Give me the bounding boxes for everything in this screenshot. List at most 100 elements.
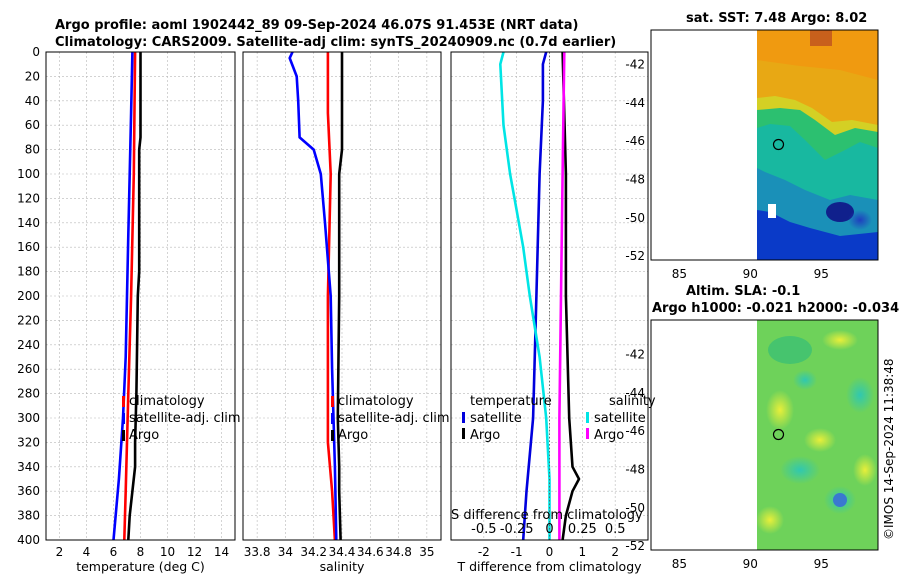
legend-swatch [331, 430, 334, 441]
depth-tick: 280 [17, 387, 40, 401]
depth-tick: 240 [17, 338, 40, 352]
depth-tick: 220 [17, 313, 40, 327]
legend-s-argo: Argo [594, 428, 624, 443]
depth-tick: 160 [17, 240, 40, 254]
difference-panel-series-t-argo [561, 51, 581, 541]
sla-argo-marker [772, 428, 785, 441]
sla-map-frame [650, 319, 879, 551]
depth-tick: 360 [17, 484, 40, 498]
temperature-panel: 2 4 6 8 10 12 14020406080100120140160180200220… [17, 45, 241, 574]
title-line-2: Climatology: CARS2009. Satellite-adj cli… [55, 35, 616, 50]
depth-tick: 0 [32, 45, 40, 59]
temperature-panel-xtick: 4 [83, 545, 91, 559]
difference-panel-frame [450, 51, 649, 541]
depth-tick: 100 [17, 167, 40, 181]
top-axis-label: S difference from climatology [451, 508, 643, 523]
temperature-panel-xtick: 8 [137, 545, 145, 559]
sst-map-xtick: 90 [743, 267, 758, 281]
sla-field [757, 320, 878, 550]
top-tick: 0 [545, 522, 553, 537]
difference-panel-series-s-argo [558, 51, 566, 540]
salinity-panel-series-argo [336, 52, 344, 541]
depth-tick: 400 [17, 533, 40, 547]
temperature-panel-legend-item: satellite-adj. clim [129, 411, 241, 426]
depth-tick: 20 [25, 69, 40, 83]
temperature-panel-frame [45, 51, 236, 541]
temperature-panel-series-argo [127, 52, 142, 541]
sla-map-ytick: -46 [625, 424, 645, 438]
salinity-panel-xtick: 34.6 [357, 545, 384, 559]
sla-map-xtick: 85 [672, 557, 687, 571]
sla-map-ytick: -48 [625, 463, 645, 477]
sst-map-xtick: 85 [672, 267, 687, 281]
salinity-panel-legend-item: Argo [338, 428, 368, 443]
difference-panel-series-t-satellite [521, 51, 548, 541]
legend-swatch [331, 396, 334, 407]
difference-panel-xtick: -2 [478, 545, 490, 559]
legend-t-satellite: satellite [470, 411, 522, 426]
sst-argo-marker [772, 138, 785, 151]
top-tick: -0.25 [500, 522, 534, 537]
temperature-panel-legend-item: climatology [129, 394, 205, 409]
depth-tick: 40 [25, 94, 40, 108]
title-line-1: Argo profile: aoml 1902442_89 09-Sep-202… [55, 18, 579, 33]
temperature-panel-series-satellite-adj-clim [112, 51, 134, 541]
sst-map-ytick: -44 [625, 96, 645, 110]
sst-map-ytick: -48 [625, 173, 645, 187]
depth-tick: 200 [17, 289, 40, 303]
legend-swatch [331, 413, 334, 424]
sla-map-title-2: Argo h1000: -0.021 h2000: -0.034 [652, 301, 899, 316]
imos-credit: ©IMOS 14-Sep-2024 11:38:48 [882, 358, 896, 540]
sst-map-ytick: -50 [625, 211, 645, 225]
sla-map-title-1: Altim. SLA: -0.1 [686, 284, 800, 299]
temperature-panel-xtick: 6 [110, 545, 118, 559]
temperature-panel-legend-item: Argo [129, 428, 159, 443]
difference-panel-xtick: 0 [546, 545, 554, 559]
temperature-panel-series-climatology [123, 51, 137, 541]
legend-salinity-title: salinity [609, 394, 656, 409]
salinity-panel-xtick: 34.2 [300, 545, 327, 559]
salinity-panel-xtick: 33.8 [244, 545, 271, 559]
sst-field [757, 30, 878, 260]
top-tick: 0.5 [605, 522, 626, 537]
salinity-panel-legend-item: satellite-adj. clim [338, 411, 450, 426]
legend-swatch [462, 412, 465, 423]
salinity-panel-xtick: 34.8 [385, 545, 412, 559]
sst-map-ytick: -42 [625, 58, 645, 72]
difference-panel-series-s-satellite [498, 51, 551, 540]
legend-temperature-title: temperature [470, 394, 552, 409]
top-tick: -0.5 [471, 522, 496, 537]
sla-map-xtick: 95 [814, 557, 829, 571]
legend-swatch [122, 413, 125, 424]
depth-tick: 320 [17, 435, 40, 449]
depth-tick: 300 [17, 411, 40, 425]
salinity-panel-xtick: 35 [419, 545, 434, 559]
depth-tick: 180 [17, 265, 40, 279]
sst-map: sat. SST: 7.48 Argo: 8.02 85 90 95 -42 -44 -4… [625, 11, 879, 281]
legend-swatch [462, 428, 465, 439]
legend-swatch [122, 396, 125, 407]
temperature-panel-xtick: 12 [187, 545, 202, 559]
sla-map-ytick: -44 [625, 386, 645, 400]
depth-tick: 260 [17, 362, 40, 376]
depth-tick: 380 [17, 509, 40, 523]
depth-tick: 80 [25, 143, 40, 157]
sla-map: Altim. SLA: -0.1 Argo h1000: -0.021 h200… [625, 284, 899, 571]
sla-map-ytick: -50 [625, 501, 645, 515]
legend-s-satellite: satellite [594, 411, 646, 426]
salinity-panel-series-climatology [326, 52, 337, 541]
difference-panel-xtick: 1 [579, 545, 587, 559]
temperature-panel-xtick: 14 [214, 545, 229, 559]
sst-map-ytick: -52 [625, 249, 645, 263]
sst-map-ytick: -46 [625, 134, 645, 148]
salinity-panel-xtick: 34 [278, 545, 293, 559]
salinity-panel: 33.8 34 34.2 34.4 34.6 34.8 35 climatology satel… [242, 51, 450, 574]
depth-tick: 140 [17, 216, 40, 230]
salinity-panel-xlabel: salinity [320, 559, 365, 574]
sla-map-ytick: -42 [625, 348, 645, 362]
temperature-panel-xtick: 10 [160, 545, 175, 559]
salinity-panel-xtick: 34.4 [329, 545, 356, 559]
difference-panel-xtick: 2 [611, 545, 619, 559]
sst-map-xtick: 95 [814, 267, 829, 281]
